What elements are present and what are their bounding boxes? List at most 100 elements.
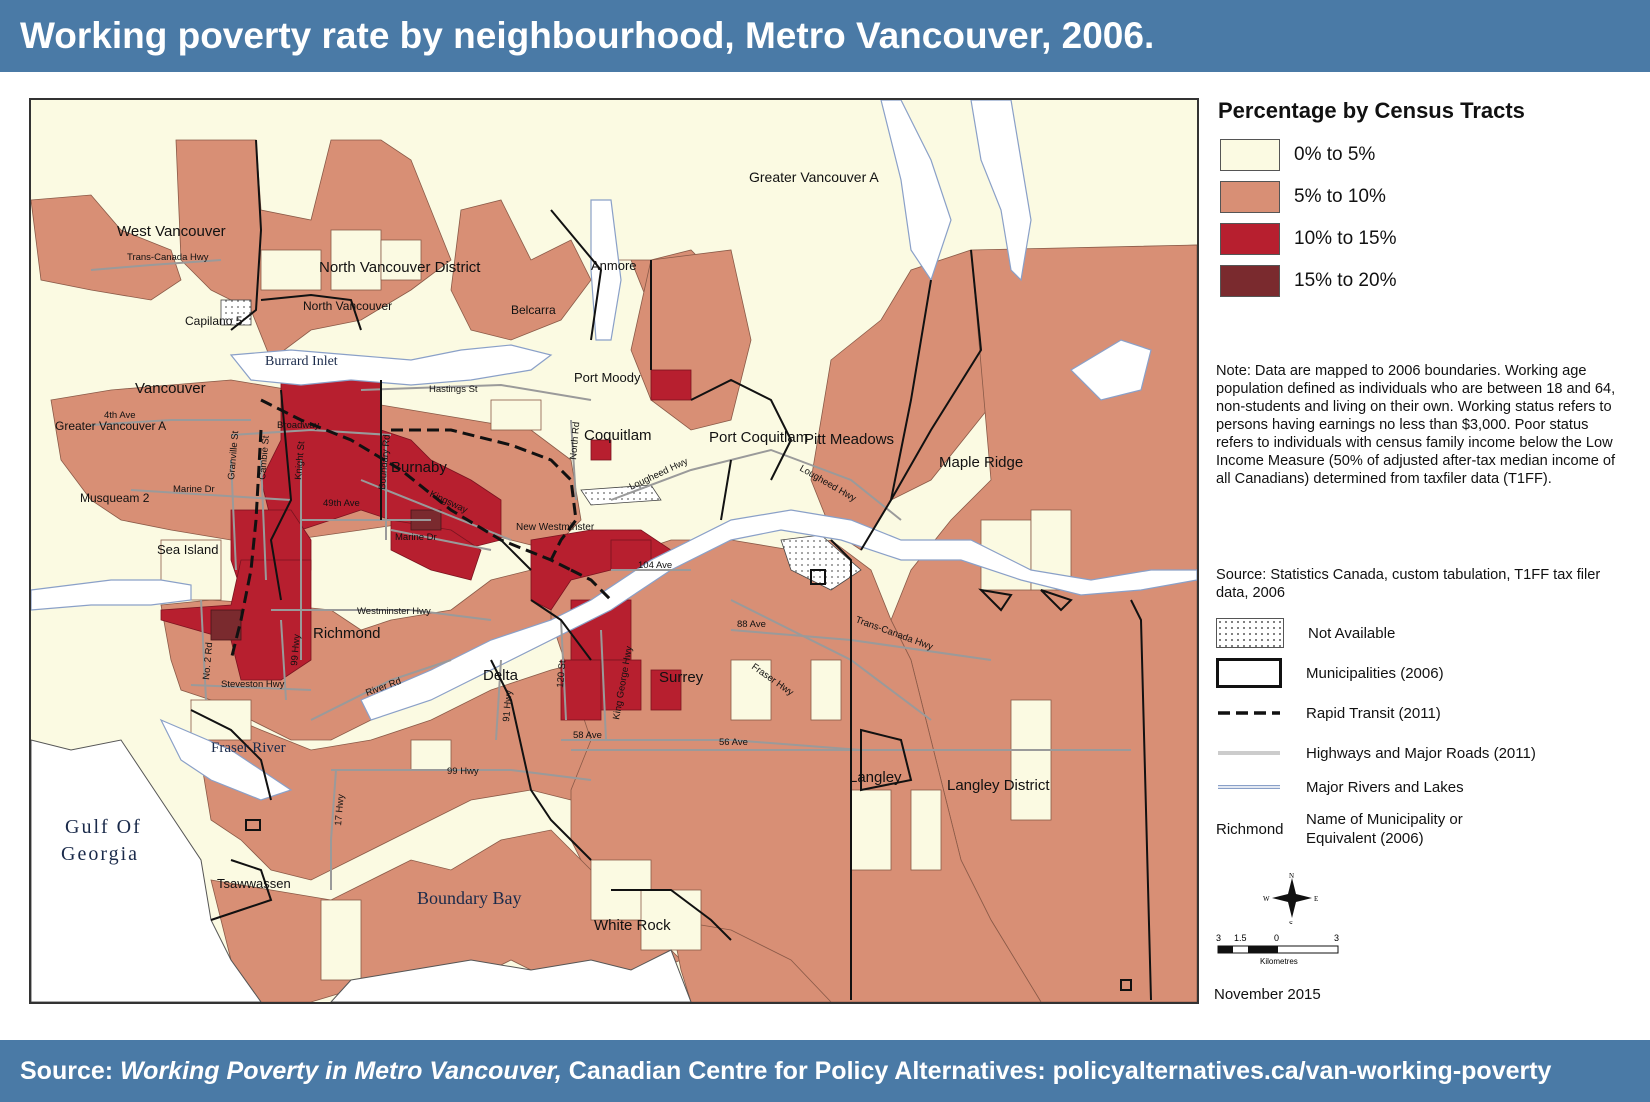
legend-swatch <box>1220 265 1280 297</box>
road-label: Marine Dr <box>395 532 437 543</box>
legend-class-row: 15% to 20% <box>1220 260 1640 302</box>
scale-bar: 3 1.5 0 3 Kilometres <box>1216 933 1339 966</box>
water-bodies <box>31 100 1197 801</box>
label-gulf-of: Gulf Of <box>65 816 142 838</box>
road-label: 99 Hwy <box>289 633 303 666</box>
symbol-label: Not Available <box>1308 624 1396 642</box>
water-labels: Burrard Inlet Fraser River Gulf Of Georg… <box>61 354 521 908</box>
road-label: Trans-Canada Hwy <box>127 252 209 263</box>
name-sample: Richmond <box>1216 820 1284 838</box>
road-label: 88 Ave <box>737 619 766 630</box>
symbol-label: Highways and Major Roads (2011) <box>1306 744 1536 762</box>
label-port-moody: Port Moody <box>574 370 641 385</box>
label-pitt-meadows: Pitt Meadows <box>804 431 894 448</box>
symbol-label: Name of Municipality or Equivalent (2006… <box>1306 811 1463 847</box>
label-west-vancouver: West Vancouver <box>117 223 226 240</box>
road-label: Knight St <box>293 441 307 481</box>
scale-tick: 3 <box>1216 933 1221 943</box>
label-langley-district: Langley District <box>947 777 1050 794</box>
scale-tick: 1.5 <box>1234 933 1247 943</box>
legend-swatch <box>1220 139 1280 171</box>
municipality-swatch <box>1216 658 1282 688</box>
road-label: 49th Ave <box>323 498 360 509</box>
road-label: Cambie St <box>257 435 272 480</box>
boundary-bay-water <box>330 949 692 1002</box>
road-label: Granville St <box>226 430 241 480</box>
label-maple-ridge: Maple Ridge <box>939 454 1023 471</box>
compass-n: N <box>1289 872 1294 880</box>
scale-tick: 3 <box>1334 933 1339 943</box>
label-north-vancouver: North Vancouver <box>303 299 392 313</box>
map-frame: West Vancouver North Vancouver District … <box>29 98 1199 1004</box>
title-banner: Working poverty rate by neighbourhood, M… <box>0 0 1650 72</box>
legend-class-label: 10% to 15% <box>1294 228 1397 249</box>
source-publication: Working Poverty in Metro Vancouver, <box>120 1057 562 1085</box>
label-anmore: Anmore <box>591 258 637 273</box>
legend-class-label: 5% to 10% <box>1294 186 1386 207</box>
label-port-coquitlam: Port Coquitlam <box>709 429 808 446</box>
legend-class-row: 5% to 10% <box>1220 176 1640 218</box>
road-label: 4th Ave <box>104 410 136 421</box>
municipality-labels: West Vancouver North Vancouver District … <box>55 169 1050 934</box>
label-white-rock: White Rock <box>594 917 671 934</box>
rapid-transit-swatch <box>1216 696 1282 730</box>
label-delta: Delta <box>483 667 519 684</box>
label-burnaby: Burnaby <box>391 459 447 476</box>
label-capilano: Capilano 5 <box>185 314 243 328</box>
legend-symbol-rivers: Major Rivers and Lakes <box>1216 768 1636 806</box>
label-sea-island: Sea Island <box>157 542 218 557</box>
legend: Percentage by Census Tracts 0% to 5% 5% … <box>1210 98 1640 302</box>
label-greater-vancouver-a: Greater Vancouver A <box>749 169 879 185</box>
compass-w: W <box>1263 895 1270 903</box>
road-label: Boundary Rd <box>377 434 393 490</box>
compass-s: S <box>1289 920 1293 924</box>
legend-swatch <box>1220 181 1280 213</box>
compass-icon: N S E W <box>1263 872 1318 924</box>
label-coquitlam: Coquitlam <box>584 427 652 444</box>
map-canvas: West Vancouver North Vancouver District … <box>31 100 1197 1002</box>
legend-symbol-not-available: Not Available <box>1216 614 1636 652</box>
road-label: Steveston Hwy <box>221 679 285 690</box>
label-richmond: Richmond <box>313 625 381 642</box>
road-label: 91 Hwy <box>501 689 515 722</box>
label-georgia: Georgia <box>61 843 139 865</box>
map-title: Working poverty rate by neighbourhood, M… <box>20 15 1155 56</box>
gulf-of-georgia-water <box>31 739 262 1002</box>
label-langley: Langley <box>849 769 902 786</box>
road-label: 104 Ave <box>638 560 672 571</box>
road-swatch <box>1216 736 1282 770</box>
label-surrey: Surrey <box>659 669 704 686</box>
scale-tick: 0 <box>1274 933 1279 943</box>
label-north-vancouver-district: North Vancouver District <box>319 259 481 276</box>
label-boundary-bay: Boundary Bay <box>417 888 521 908</box>
scale-unit: Kilometres <box>1260 957 1298 966</box>
legend-symbol-rapid-transit: Rapid Transit (2011) <box>1216 694 1636 732</box>
legend-class-row: 10% to 15% <box>1220 218 1640 260</box>
map-date: November 2015 <box>1214 986 1321 1003</box>
legend-symbol-roads: Highways and Major Roads (2011) <box>1216 734 1636 772</box>
legend-class-label: 15% to 20% <box>1294 270 1397 291</box>
not-available-areas <box>220 299 862 591</box>
road-label: Broadway <box>277 420 319 431</box>
legend-class-row: 0% to 5% <box>1220 134 1640 176</box>
road-label: 17 Hwy <box>333 793 347 826</box>
rapid-transit-lines <box>229 398 613 661</box>
legend-symbol-municipalities: Municipalities (2006) <box>1216 654 1636 692</box>
source-prefix: Source: <box>20 1057 121 1085</box>
label-greater-vancouver-a-ubc: Greater Vancouver A <box>55 419 166 433</box>
road-label: Hastings St <box>429 384 478 395</box>
label-musqueam: Musqueam 2 <box>80 491 150 505</box>
source-suffix: Canadian Centre for Policy Alternatives:… <box>561 1057 1552 1085</box>
municipal-boundaries <box>190 139 1152 1001</box>
legend-swatch <box>1220 223 1280 255</box>
legend-symbol-name: Richmond Name of Municipality or Equival… <box>1216 806 1636 852</box>
source-banner: Source: Working Poverty in Metro Vancouv… <box>0 1040 1650 1102</box>
label-fraser-river: Fraser River <box>211 740 286 756</box>
compass-e: E <box>1314 895 1318 903</box>
legend-note: Note: Data are mapped to 2006 boundaries… <box>1216 363 1616 487</box>
label-belcarra: Belcarra <box>511 303 556 317</box>
symbol-label: Major Rivers and Lakes <box>1306 778 1464 796</box>
not-available-swatch <box>1216 618 1284 648</box>
road-label: 99 Hwy <box>447 766 479 777</box>
symbol-label: Municipalities (2006) <box>1306 664 1444 682</box>
